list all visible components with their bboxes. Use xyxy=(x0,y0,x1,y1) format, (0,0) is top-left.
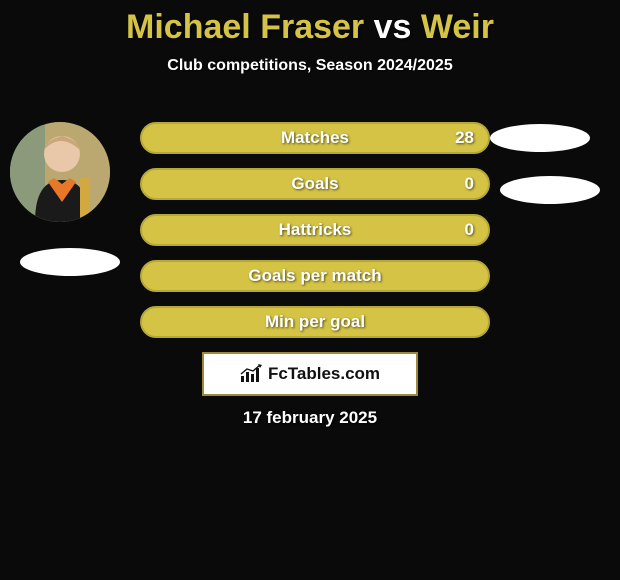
logo-box: FcTables.com xyxy=(202,352,418,396)
stat-value-right: 0 xyxy=(465,174,474,194)
page-title: Michael Fraser vs Weir xyxy=(0,0,620,47)
bar-chart-icon xyxy=(240,364,264,384)
avatar-icon xyxy=(10,122,110,222)
subtitle: Club competitions, Season 2024/2025 xyxy=(0,57,620,75)
stat-label: Matches xyxy=(281,128,349,148)
oval-decoration-right-1 xyxy=(490,124,590,152)
player1-photo xyxy=(10,122,110,222)
stat-row: Hattricks 0 xyxy=(140,214,490,246)
stat-value-right: 0 xyxy=(465,220,474,240)
title-player1: Michael Fraser xyxy=(126,8,364,46)
stat-row: Goals 0 xyxy=(140,168,490,200)
stats-rows: Matches 28 Goals 0 Hattricks 0 Goals per match… xyxy=(140,122,490,352)
stat-row: Goals per match xyxy=(140,260,490,292)
logo-text: FcTables.com xyxy=(268,364,380,384)
stat-row: Min per goal xyxy=(140,306,490,338)
title-player2: Weir xyxy=(421,8,494,46)
stat-value-right: 28 xyxy=(455,128,474,148)
oval-decoration-left xyxy=(20,248,120,276)
stat-row: Matches 28 xyxy=(140,122,490,154)
stat-label: Goals xyxy=(291,174,338,194)
title-vs: vs xyxy=(374,8,412,46)
oval-decoration-right-2 xyxy=(500,176,600,204)
stat-label: Goals per match xyxy=(248,266,381,286)
date-text: 17 february 2025 xyxy=(0,408,620,428)
stat-label: Hattricks xyxy=(279,220,352,240)
stat-label: Min per goal xyxy=(265,312,365,332)
